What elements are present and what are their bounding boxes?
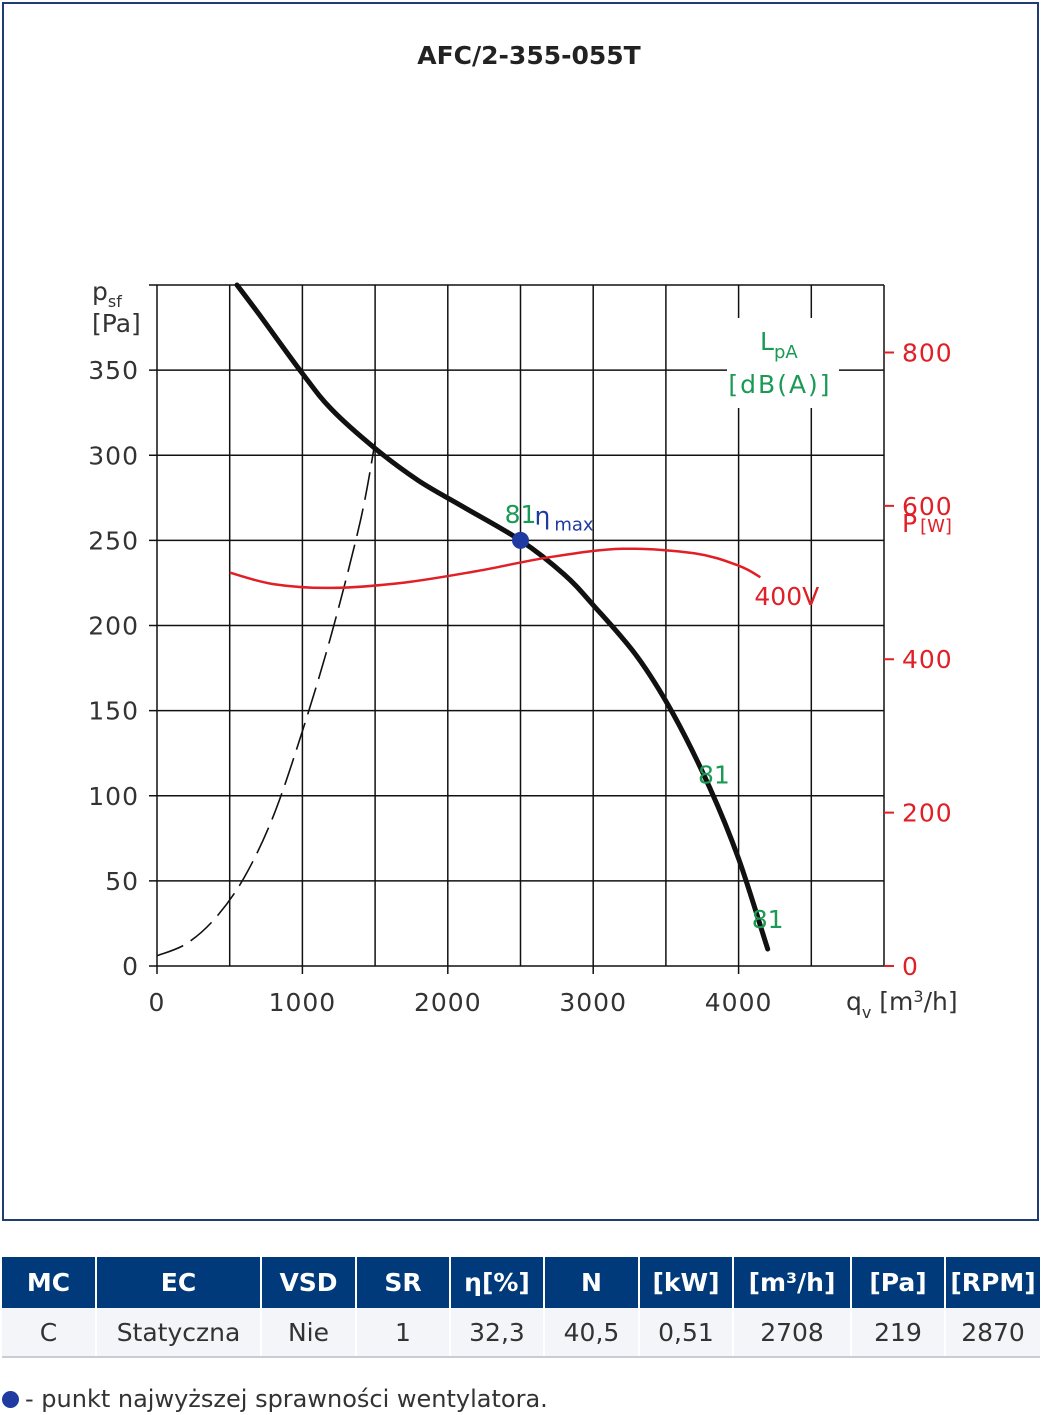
footnote-text: - punkt najwyższej sprawności wentylator… — [25, 1385, 548, 1413]
col-header-vsd: VSD — [261, 1257, 357, 1308]
y2-axis-label: P [W] — [902, 509, 952, 538]
x-tick-label: 0 — [149, 988, 166, 1017]
cell-rpm: 2870 — [945, 1308, 1040, 1358]
grid — [149, 284, 974, 974]
chart: AFC/2-355-055T 0 50 100 150 200 250 300 350 0 10… — [88, 41, 974, 1022]
y-tick-label: 50 — [105, 867, 139, 896]
cell-vsd: Nie — [261, 1308, 357, 1358]
y-tick-label: 300 — [88, 441, 139, 470]
chart-title: AFC/2-355-055T — [417, 41, 640, 70]
y-axis-unit: [Pa] — [92, 309, 141, 338]
col-header-rpm: [RPM] — [945, 1257, 1040, 1308]
col-header-ec: EC — [96, 1257, 262, 1308]
parameters-table: MC EC VSD SR η[%] N [kW] [m³/h] [Pa] [RP… — [2, 1257, 1040, 1358]
y-tick-label: 0 — [122, 952, 139, 981]
y-tick-label: 250 — [88, 526, 139, 555]
table-header-row: MC EC VSD SR η[%] N [kW] [m³/h] [Pa] [RP… — [2, 1257, 1040, 1308]
eta-max-point — [512, 531, 529, 549]
col-header-n: N — [544, 1257, 640, 1308]
cell-mc: C — [2, 1308, 97, 1358]
y2-tick-label: 600 — [902, 492, 953, 521]
y-tick-label: 350 — [88, 356, 139, 385]
x-tick-label: 3000 — [559, 988, 627, 1017]
series-power — [229, 547, 762, 590]
y-tick-label: 150 — [88, 697, 139, 726]
col-header-flow: [m³/h] — [733, 1257, 852, 1308]
y2-tick-label: 200 — [902, 799, 953, 828]
x-axis-ticks: 0 1000 2000 3000 4000 — [149, 988, 773, 1017]
cell-kw: 0,51 — [639, 1308, 734, 1358]
cell-n: 40,5 — [544, 1308, 640, 1358]
table-row: C Statyczna Nie 1 32,3 40,5 0,51 2708 21… — [2, 1308, 1040, 1358]
axis-labels: psf [Pa] qv [m3/h] LpA [dB(A)] P [W] — [92, 277, 958, 1022]
eta-max-label: η max — [535, 501, 594, 535]
y-tick-label: 100 — [88, 782, 139, 811]
cell-sr: 1 — [356, 1308, 451, 1358]
col-header-kw: [kW] — [639, 1257, 734, 1308]
col-header-pa: [Pa] — [851, 1257, 946, 1308]
efficiency-dot-icon — [2, 1391, 19, 1408]
cell-efficiency: 32,3 — [450, 1308, 545, 1358]
annotation-label: 81 — [752, 905, 784, 934]
annotation-label: 81 — [698, 760, 730, 789]
lpa-label-background — [727, 318, 839, 408]
cell-ec: Statyczna — [96, 1308, 262, 1358]
cell-pa: 219 — [851, 1308, 946, 1358]
annotation-label: 81 — [505, 500, 537, 529]
col-header-efficiency: η[%] — [450, 1257, 545, 1308]
series-label-power: 400V — [754, 582, 819, 611]
x-tick-label: 4000 — [705, 988, 773, 1017]
footnote: - punkt najwyższej sprawności wentylator… — [0, 1385, 548, 1413]
y-tick-label: 200 — [88, 612, 139, 641]
y2-label-background — [894, 505, 974, 543]
series-system-curve — [156, 441, 376, 957]
x-axis-label: qv [m3/h] — [846, 987, 958, 1022]
col-header-sr: SR — [356, 1257, 451, 1308]
lpa-unit: [dB(A)] — [728, 370, 831, 399]
x-tick-label: 1000 — [269, 988, 337, 1017]
y2-tick-label: 800 — [902, 338, 953, 367]
chart-frame — [2, 2, 1039, 1221]
y2-tick-label: 400 — [902, 645, 953, 674]
y2-tick-label: 0 — [902, 952, 919, 981]
lpa-label: LpA — [760, 327, 798, 363]
col-header-mc: MC — [2, 1257, 97, 1308]
series-pressure — [234, 282, 771, 952]
cell-flow: 2708 — [733, 1308, 852, 1358]
y2-axis-ticks: 0 200 400 600 800 — [884, 338, 953, 981]
x-tick-label: 2000 — [414, 988, 482, 1017]
y-axis-label: psf — [92, 277, 122, 311]
y-axis-ticks: 0 50 100 150 200 250 300 350 — [88, 356, 139, 981]
